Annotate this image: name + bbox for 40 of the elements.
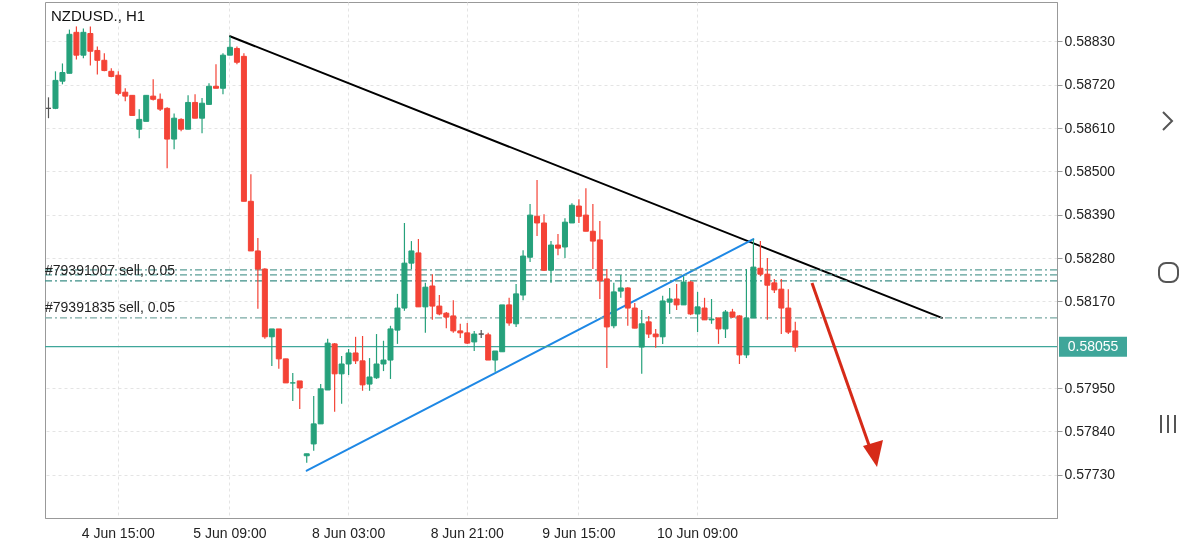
x-tick-label: 5 Jun 09:00 [193,524,267,540]
y-tick-label: 0.58390 [1064,206,1116,223]
chart-title: NZDUSD., H1 [51,7,146,24]
y-tick-label: 0.58830 [1064,32,1116,49]
y-tick-label: 0.58610 [1064,119,1116,136]
ref-line-label: 0.58055 [1067,337,1119,354]
x-tick-label: 10 Jun 09:00 [657,524,739,540]
ref-line-label: #79391835 sell, 0.05 [45,298,176,315]
candlestick [554,233,561,256]
candlestick [471,330,478,352]
y-tick-label: 0.58500 [1064,162,1116,179]
candlestick [638,309,645,375]
candlestick [506,297,513,327]
y-tick-label: 0.57730 [1064,466,1116,483]
x-tick-label: 4 Jun 15:00 [81,524,156,540]
y-tick-label: 0.58170 [1064,292,1116,309]
candlestick [680,275,687,306]
candlestick [73,25,80,61]
candlestick [171,112,178,150]
y-tick-label: 0.57840 [1064,422,1116,439]
candlestick [422,282,429,334]
y-tick-label: 0.58720 [1064,76,1116,93]
candlestick [296,380,303,410]
candlestick [212,63,219,89]
y-tick-label: 0.57950 [1064,379,1116,396]
y-tick-label: 0.58280 [1064,249,1116,266]
x-tick-label: 8 Jun 03:00 [312,524,386,540]
candlestick [80,27,87,59]
candlestick [268,328,275,367]
candlestick [708,298,715,325]
candlestick [722,309,729,339]
candlestick [673,283,680,311]
candlestick [289,372,296,402]
x-tick-label: 8 Jun 21:00 [430,524,505,540]
ref-line-label: #79391007 sell, 0.05 [45,261,176,278]
candlestick [192,93,199,119]
candlestick [694,291,701,333]
candlestick [701,297,708,321]
x-tick-label: 9 Jun 15:00 [542,524,616,540]
candlestick [715,317,722,345]
